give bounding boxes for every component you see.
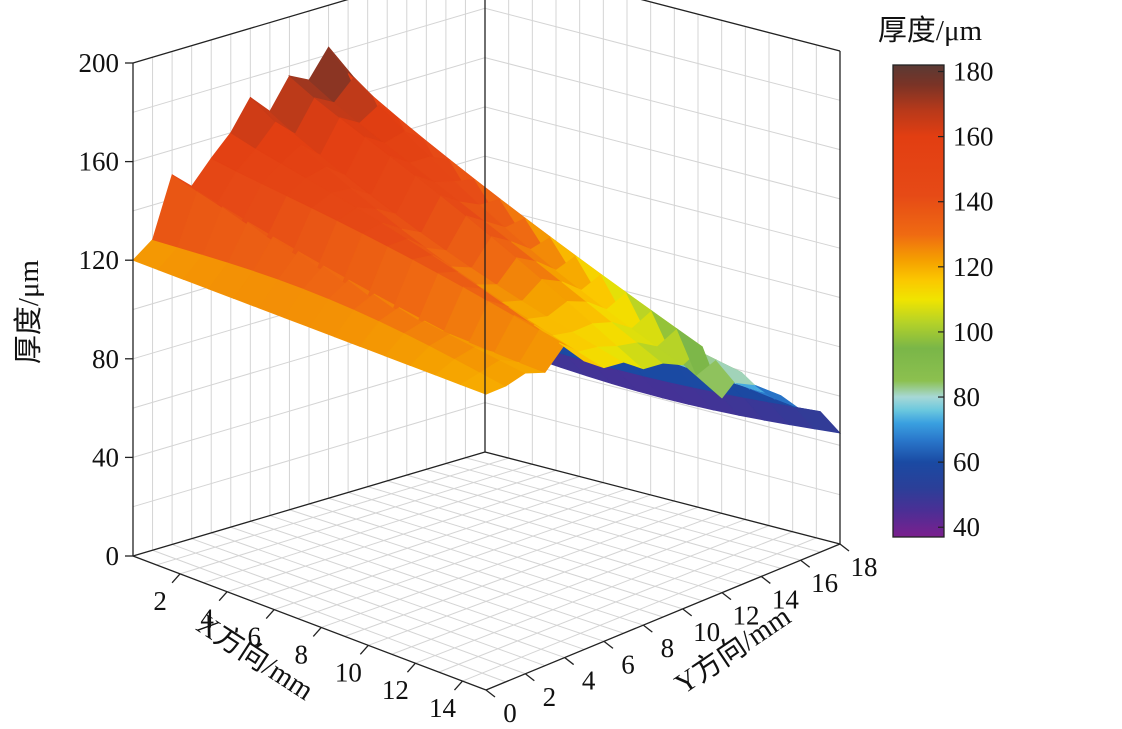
axis-line [132,555,487,691]
grid-line [445,463,801,561]
z-tick-label: 40 [92,442,119,472]
grid-line [289,509,644,626]
y-tick-label: 8 [661,633,675,663]
z-tick-label: 200 [79,48,120,78]
y-tick-mark [800,559,811,568]
y-tick-label: 0 [503,698,517,728]
x-tick-mark [265,609,275,620]
grid-line [328,497,683,610]
colorbar-tick-label: 140 [953,187,994,217]
grid-line [152,549,506,683]
y-tick-label: 2 [543,682,557,712]
grid-line [344,506,699,637]
colorbar-tick-label: 40 [953,512,980,542]
grid-line [250,482,604,602]
colorbar-gradient [892,64,945,538]
grid-line [438,531,793,673]
z-tick-label: 160 [79,147,120,177]
y-tick-mark [524,673,535,682]
x-tick-mark [359,644,369,655]
z-tick-label: 80 [92,344,119,374]
y-tick-label: 6 [621,649,635,679]
y-tick-label: 14 [772,584,800,614]
colorbar-title: 厚度/μm [878,14,983,47]
y-tick-mark [642,624,653,633]
grid-line [391,518,746,655]
x-tick-mark [171,573,181,584]
axis-line [485,543,841,691]
grid-line [230,526,585,650]
grid-line [367,486,723,594]
x-tick-mark [406,662,416,673]
x-tick-mark [312,627,322,637]
grid-line [465,457,821,553]
colorbar-tick-label: 160 [953,122,994,152]
x-tick-label: 10 [335,657,362,687]
x-tick-mark [453,680,463,691]
y-tick-mark [485,689,496,698]
y-tick-mark [760,575,771,584]
grid-line [462,537,817,682]
y-tick-label: 16 [811,568,838,598]
colorbar-tick-label: 120 [953,252,994,282]
x-tick-label: 6 [247,622,261,652]
y-tick-label: 12 [733,601,760,631]
x-axis-ticks: 2 4 6 8 10 12 14 [153,573,463,723]
z-axis-label: 厚度/μm [12,259,45,364]
grid-line [211,532,565,659]
x-tick-label: 12 [382,675,409,705]
grid-line [274,488,628,611]
x-tick-label: 14 [429,693,457,723]
axis-line [132,0,349,64]
x-tick-label: 4 [200,604,214,634]
y-tick-mark [564,657,575,666]
grid-line [406,474,762,577]
y-tick-label: 4 [582,666,596,696]
y-tick-mark [682,608,693,617]
x-tick-label: 2 [153,586,167,616]
grid-line [426,468,782,569]
grid-line [368,512,722,646]
grid-line [297,494,651,620]
grid-line [191,538,546,667]
thickness-surface [132,46,842,434]
grid-line [179,463,533,575]
z-tick-label: 0 [106,541,120,571]
y-tick-mark [839,543,850,552]
grid-line [347,491,703,602]
x-tick-mark [218,591,228,602]
grid-line [156,457,509,566]
colorbar-tick-label: 180 [953,57,994,87]
grid-line [321,500,675,628]
y-tick-label: 18 [851,552,878,582]
y-tick-mark [721,592,732,601]
y-tick-mark [603,640,614,649]
grid-line [226,476,580,593]
y-tick-label: 10 [693,617,720,647]
x-tick-label: 8 [295,639,309,669]
grid-line [415,525,770,664]
axis-line [132,451,486,557]
grid-line [387,480,742,586]
colorbar: 40 60 80 100 120 140 160 180 [892,57,994,542]
z-tick-label: 120 [79,245,120,275]
floor [133,452,840,690]
axis-line [484,451,841,545]
colorbar-tick-label: 80 [953,382,980,412]
grid-line [269,515,624,634]
axis-line [640,0,841,52]
grid-line [250,520,605,642]
colorbar-tick-label: 60 [953,447,980,477]
grid-line [203,469,557,584]
colorbar-tick-label: 100 [953,317,994,347]
axes-frame [132,0,841,691]
z-axis-ticks: 0 40 80 120 160 200 [79,48,133,571]
grid-line [308,503,664,618]
grid-line [171,543,526,675]
